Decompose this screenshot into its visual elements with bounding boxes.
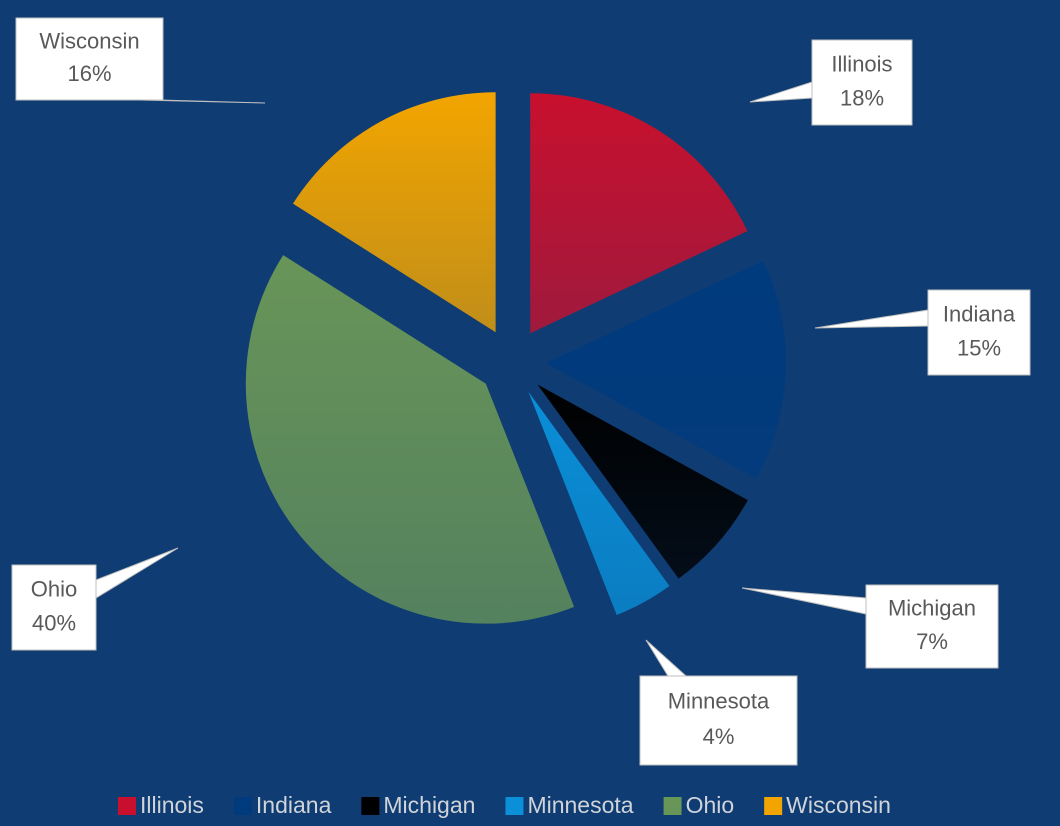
slice: [545, 260, 786, 479]
callout: [95, 547, 179, 599]
slice: [530, 93, 748, 334]
label-value: 4%: [703, 724, 735, 749]
legend-swatch: [663, 797, 682, 815]
label-category: Illinois: [831, 51, 892, 76]
callout: [741, 587, 867, 615]
legend-label: Wisconsin: [786, 792, 891, 818]
slice: [292, 92, 496, 333]
label-value: 15%: [957, 335, 1001, 360]
legend-label: Illinois: [140, 792, 204, 818]
callout: [749, 81, 813, 103]
label-box: [11, 564, 97, 651]
label-box: [927, 289, 1031, 376]
slice: [537, 384, 748, 579]
label-box: [865, 584, 999, 669]
callout: [645, 639, 688, 677]
legend-label: Minnesota: [527, 792, 633, 818]
callout: [814, 309, 929, 329]
legend-swatch: [233, 797, 252, 815]
label-value: 18%: [840, 85, 884, 110]
label-box: [639, 675, 798, 766]
legend-swatch: [118, 797, 136, 815]
slice: [245, 255, 575, 624]
legend-swatch: [361, 797, 380, 815]
legend-label: Michigan: [383, 792, 475, 818]
label-value: 7%: [916, 629, 948, 654]
legend-label: Indiana: [256, 792, 332, 818]
label-box: [811, 39, 913, 126]
label-value: 40%: [32, 610, 76, 635]
legend-swatch: [505, 797, 524, 815]
legend-swatch: [764, 797, 783, 815]
label-category: Ohio: [31, 576, 77, 601]
label-category: Wisconsin: [39, 28, 139, 53]
label-category: Minnesota: [668, 689, 770, 714]
label-value: 16%: [67, 61, 111, 86]
legend-label: Ohio: [686, 792, 735, 818]
label-box: [15, 17, 164, 101]
label-category: Indiana: [943, 301, 1016, 326]
label-category: Michigan: [888, 596, 976, 621]
slice: [528, 391, 670, 615]
